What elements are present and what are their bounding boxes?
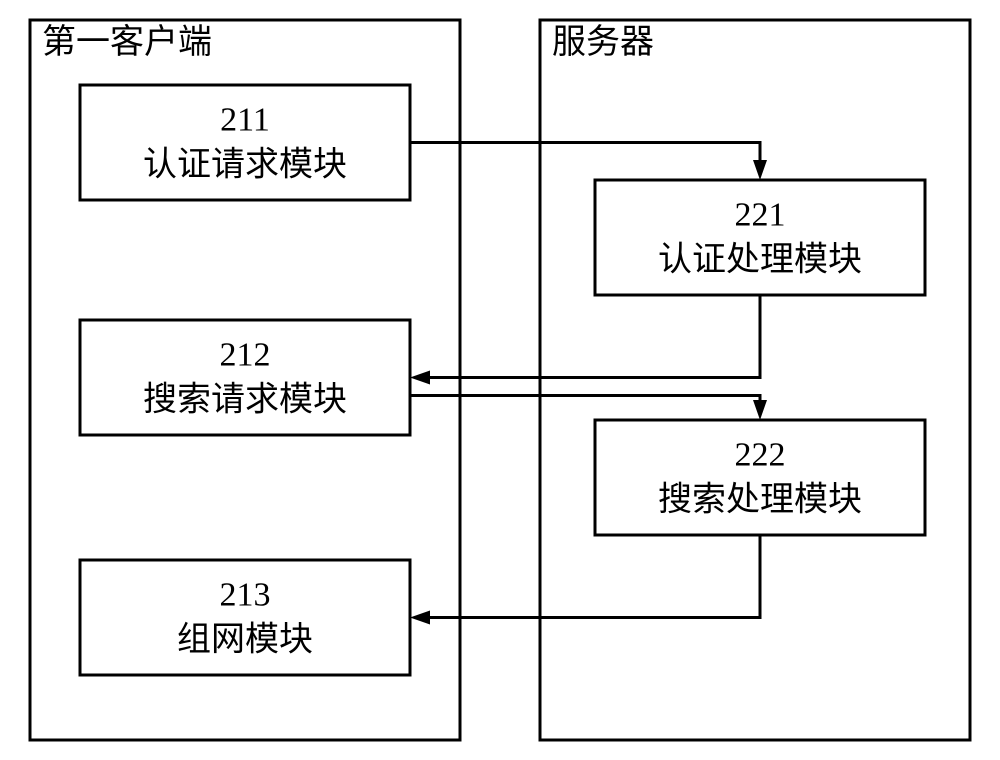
arrowhead xyxy=(753,160,767,180)
container-server xyxy=(540,20,970,740)
arrowhead xyxy=(410,611,430,625)
arrowhead xyxy=(410,371,430,385)
edge-222-213 xyxy=(422,535,760,618)
node-number-212: 212 xyxy=(220,337,271,374)
edge-211-221 xyxy=(410,143,760,169)
node-number-211: 211 xyxy=(220,102,270,139)
node-number-222: 222 xyxy=(735,437,786,474)
node-label-212: 搜索请求模块 xyxy=(143,381,347,419)
container-title-client: 第一客户端 xyxy=(42,23,212,61)
node-number-213: 213 xyxy=(220,577,271,614)
node-label-213: 组网模块 xyxy=(177,621,313,659)
arrowhead xyxy=(753,400,767,420)
node-number-221: 221 xyxy=(735,197,786,234)
edge-221-212 xyxy=(422,295,760,378)
node-label-211: 认证请求模块 xyxy=(143,146,347,184)
container-title-server: 服务器 xyxy=(552,23,654,61)
node-label-222: 搜索处理模块 xyxy=(658,481,862,519)
node-label-221: 认证处理模块 xyxy=(658,241,862,279)
edge-212-222 xyxy=(410,396,760,409)
